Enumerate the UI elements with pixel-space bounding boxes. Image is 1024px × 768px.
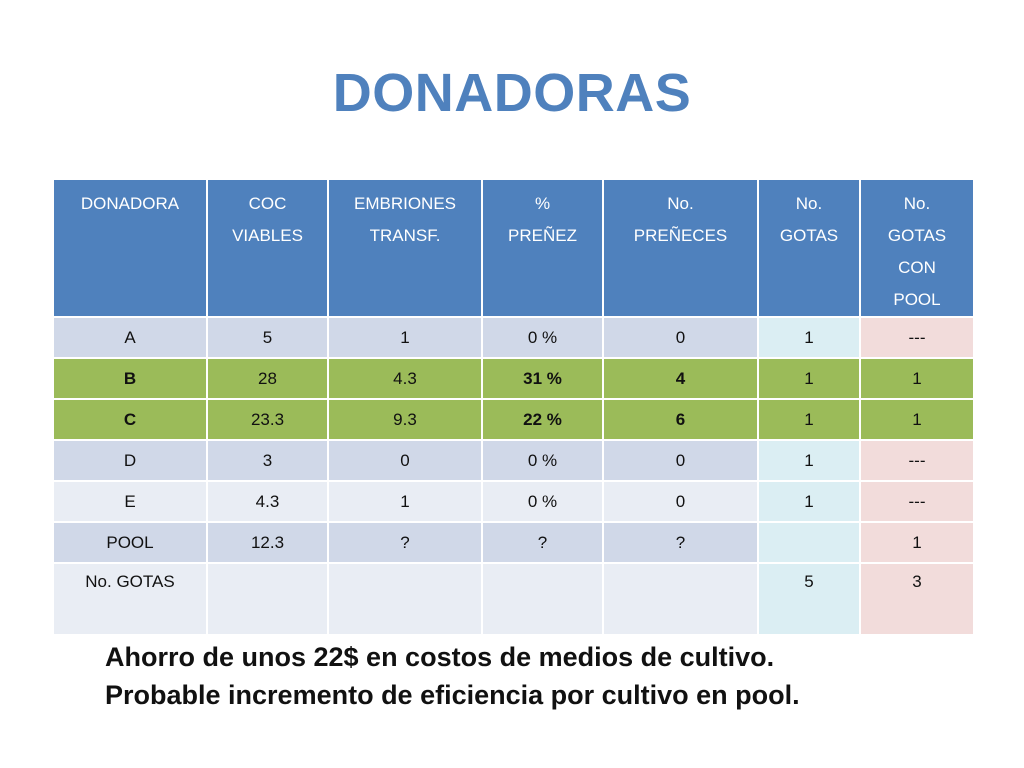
header-line: VIABLES [232,226,303,245]
slide-title: DONADORAS [332,63,692,123]
table-cell: 5 [206,316,329,359]
table-cell [602,562,759,636]
header-line: EMBRIONES [353,194,457,213]
header-line: GOTAS [887,226,947,245]
header-preneces: No. PREÑECES [602,178,759,318]
header-line: DONADORA [80,194,180,213]
table-cell: C [52,398,208,441]
header-line: No. [795,194,823,213]
table-cell: B [52,357,208,400]
header-line: PREÑECES [633,226,728,245]
table-row: No. GOTAS 5 3 [52,562,975,636]
table-row: POOL 12.3??? 1 [52,521,975,564]
table-cell: 1 [757,480,861,523]
table-cell: 12.3 [206,521,329,564]
note-line: Ahorro de unos 22$ en costos de medios d… [105,642,775,672]
header-embriones-transf: EMBRIONES TRANSF. [327,178,483,318]
table-cell: 1 [757,316,861,359]
table-row: C 23.3 9.3 22 % 6 1 1 [52,398,975,441]
header-gotas: No. GOTAS [757,178,861,318]
table-cell: --- [859,439,975,482]
table-cell: 0 [327,439,483,482]
table-cell: POOL [52,521,208,564]
table-cell: 9.3 [327,398,483,441]
header-line: No. [667,194,694,213]
table-cell [757,521,861,564]
table-cell: 3 [206,439,329,482]
table-cell: ? [327,521,483,564]
table-cell: 22 % [481,398,604,441]
header-line: COC [248,194,287,213]
table-cell: D [52,439,208,482]
header-prenez: % PREÑEZ [481,178,604,318]
note-line: Probable incremento de eficiencia por cu… [105,680,800,710]
table-cell: 28 [206,357,329,400]
table-cell: 4.3 [206,480,329,523]
table-cell: 1 [859,521,975,564]
table-cell: 4.3 [327,357,483,400]
table-cell: 4 [602,357,759,400]
table-cell: 0 [602,316,759,359]
table-cell: 1 [859,357,975,400]
table-cell [327,562,483,636]
table-cell: A [52,316,208,359]
table-cell: ? [602,521,759,564]
table-cell: 23.3 [206,398,329,441]
table-row: E 4.3 1 0 % 0 1 --- [52,480,975,523]
table-cell: 0 % [481,480,604,523]
header-gotas-con-pool: No. GOTAS CON POOL [859,178,975,318]
table-cell: No. GOTAS [52,562,208,636]
table-header-row: DONADORA COC VIABLES EMBRIONES TRANSF. %… [52,178,975,318]
header-line: PREÑEZ [508,226,577,245]
table-cell: ? [481,521,604,564]
table-cell: 3 [859,562,975,636]
notes: Ahorro de unos 22$ en costos de medios d… [105,638,800,714]
donadoras-table: DONADORA COC VIABLES EMBRIONES TRANSF. %… [52,178,975,636]
header-line: GOTAS [779,226,839,245]
table-cell: 31 % [481,357,604,400]
table-cell: 0 % [481,439,604,482]
header-line: POOL [893,290,941,309]
header-line: TRANSF. [369,226,441,245]
table-cell: 1 [757,357,861,400]
table-cell: 0 [602,480,759,523]
table-cell: 6 [602,398,759,441]
table-row: B 28 4.3 31 % 4 1 1 [52,357,975,400]
table-cell: --- [859,316,975,359]
header-line: CON [898,258,936,277]
header-donadora: DONADORA [52,178,208,318]
table-cell: 1 [859,398,975,441]
table-cell: E [52,480,208,523]
table-cell: 1 [327,480,483,523]
table-cell: --- [859,480,975,523]
table-cell: 1 [757,439,861,482]
header-line: No. [903,194,931,213]
table-cell: 1 [757,398,861,441]
table-cell: 1 [327,316,483,359]
table-cell [206,562,329,636]
header-coc-viables: COC VIABLES [206,178,329,318]
header-line: % [534,194,551,213]
table-cell: 0 % [481,316,604,359]
table-cell: 0 [602,439,759,482]
table-cell: 5 [757,562,861,636]
table-cell [481,562,604,636]
